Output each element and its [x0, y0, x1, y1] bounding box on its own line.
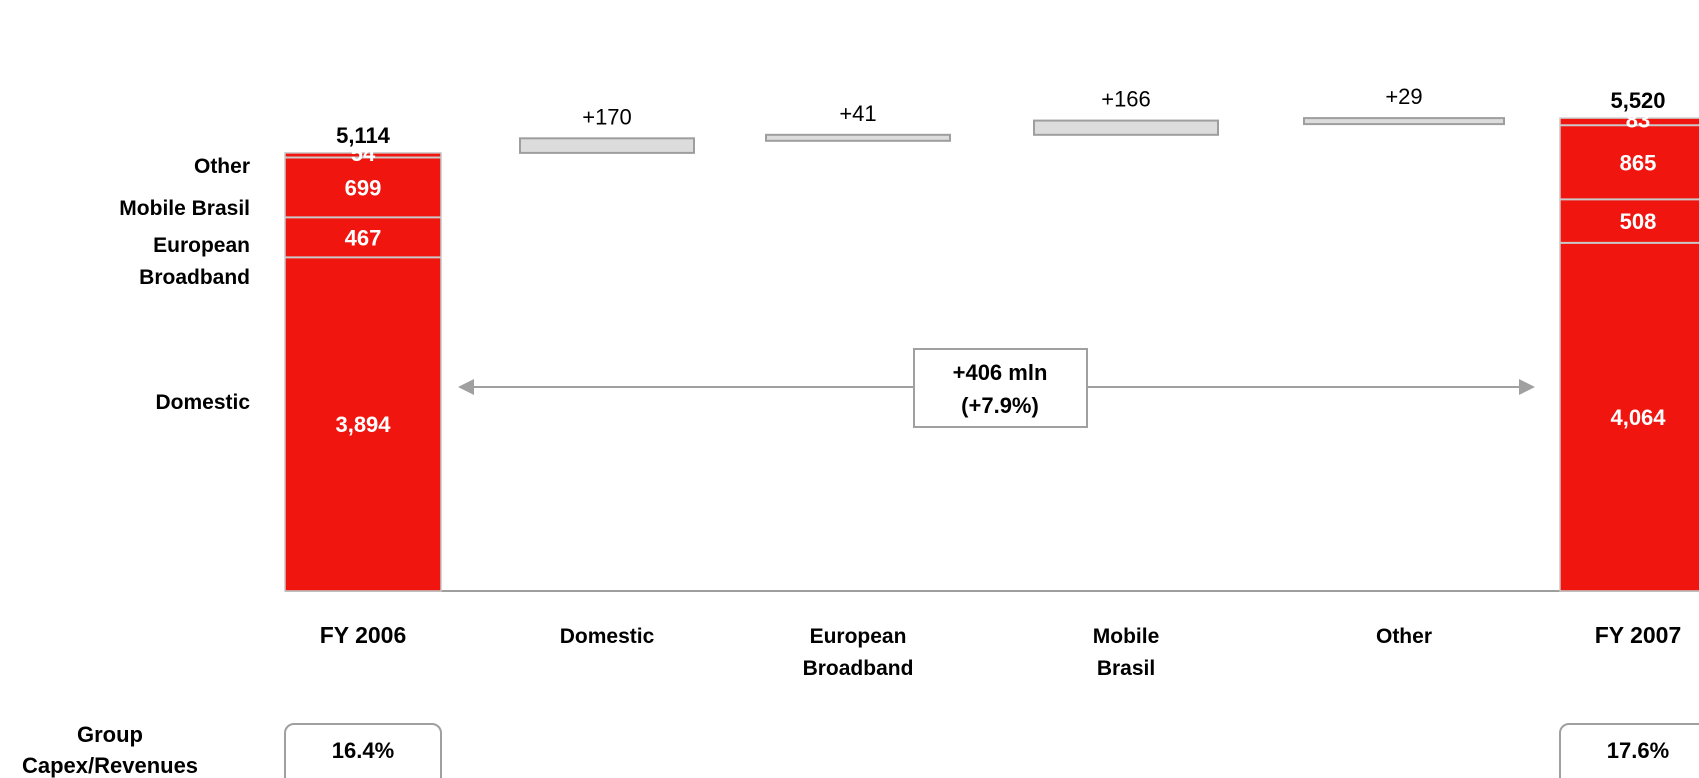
end-value-mobile-brasil: 865: [1620, 150, 1657, 175]
end-value-other: 83: [1626, 108, 1650, 133]
category-label-2-line-0: European: [810, 625, 907, 648]
growth-annotation-line1: +406 mln: [953, 360, 1048, 385]
end-value-european-broadband: 508: [1620, 209, 1657, 234]
end-value-domestic: 4,064: [1610, 405, 1666, 430]
start-value-other: 54: [351, 141, 376, 166]
delta-bar-domestic: [519, 137, 695, 154]
delta-bar-mobile-brasil: [1033, 119, 1219, 136]
delta-bar-european-broadband: [765, 133, 951, 142]
category-label-2-line-1: Broadband: [803, 657, 914, 680]
category-label-1-line-0: Domestic: [560, 625, 655, 648]
legend-label-1-line-0: European: [153, 234, 250, 257]
legend-label-3-line-0: Other: [194, 155, 250, 178]
growth-annotation-line2: (+7.9%): [961, 393, 1039, 418]
start-value-mobile-brasil: 699: [345, 175, 382, 200]
end-bar: [1559, 117, 1699, 592]
category-label-3-line-0: Mobile: [1093, 625, 1160, 648]
ratio-row-label-line-0: Group: [77, 722, 143, 747]
end-total-label: 5,520: [1610, 88, 1665, 113]
start-value-domestic: 3,894: [335, 412, 391, 437]
arrow-right-head-icon: [1519, 379, 1535, 395]
start-value-european-broadband: 467: [345, 225, 382, 250]
bars-layer: [284, 117, 1699, 778]
ratio-value-0: 16.4%: [332, 738, 394, 763]
delta-bar-other: [1303, 117, 1505, 126]
start-bar: [284, 152, 442, 592]
legend-label-2-line-0: Mobile Brasil: [119, 197, 250, 220]
category-label-0-line-0: FY 2006: [320, 622, 407, 648]
start-total-label: 5,114: [336, 123, 391, 148]
delta-label-mobile-brasil: +166: [1101, 87, 1151, 112]
legend-label-0-line-0: Domestic: [155, 391, 250, 414]
delta-label-european-broadband: +41: [839, 101, 876, 126]
arrow-left-head-icon: [458, 379, 474, 395]
legend-label-1-line-1: Broadband: [139, 266, 250, 289]
ratio-row-label-line-1: Capex/Revenues: [22, 753, 198, 778]
category-label-5-line-0: FY 2007: [1595, 622, 1682, 648]
ratio-box-0: [284, 723, 442, 778]
delta-label-domestic: +170: [582, 104, 632, 129]
ratio-box-1: [1559, 723, 1699, 778]
growth-annotation-box: [913, 348, 1088, 428]
category-label-4-line-0: Other: [1376, 625, 1432, 648]
labels-layer: 3,894 467 699 545,114 4,064 508 865 835,520 +170…: [22, 84, 1681, 778]
delta-label-other: +29: [1385, 84, 1422, 109]
ratio-value-1: 17.6%: [1607, 738, 1669, 763]
category-label-3-line-1: Brasil: [1097, 657, 1155, 680]
